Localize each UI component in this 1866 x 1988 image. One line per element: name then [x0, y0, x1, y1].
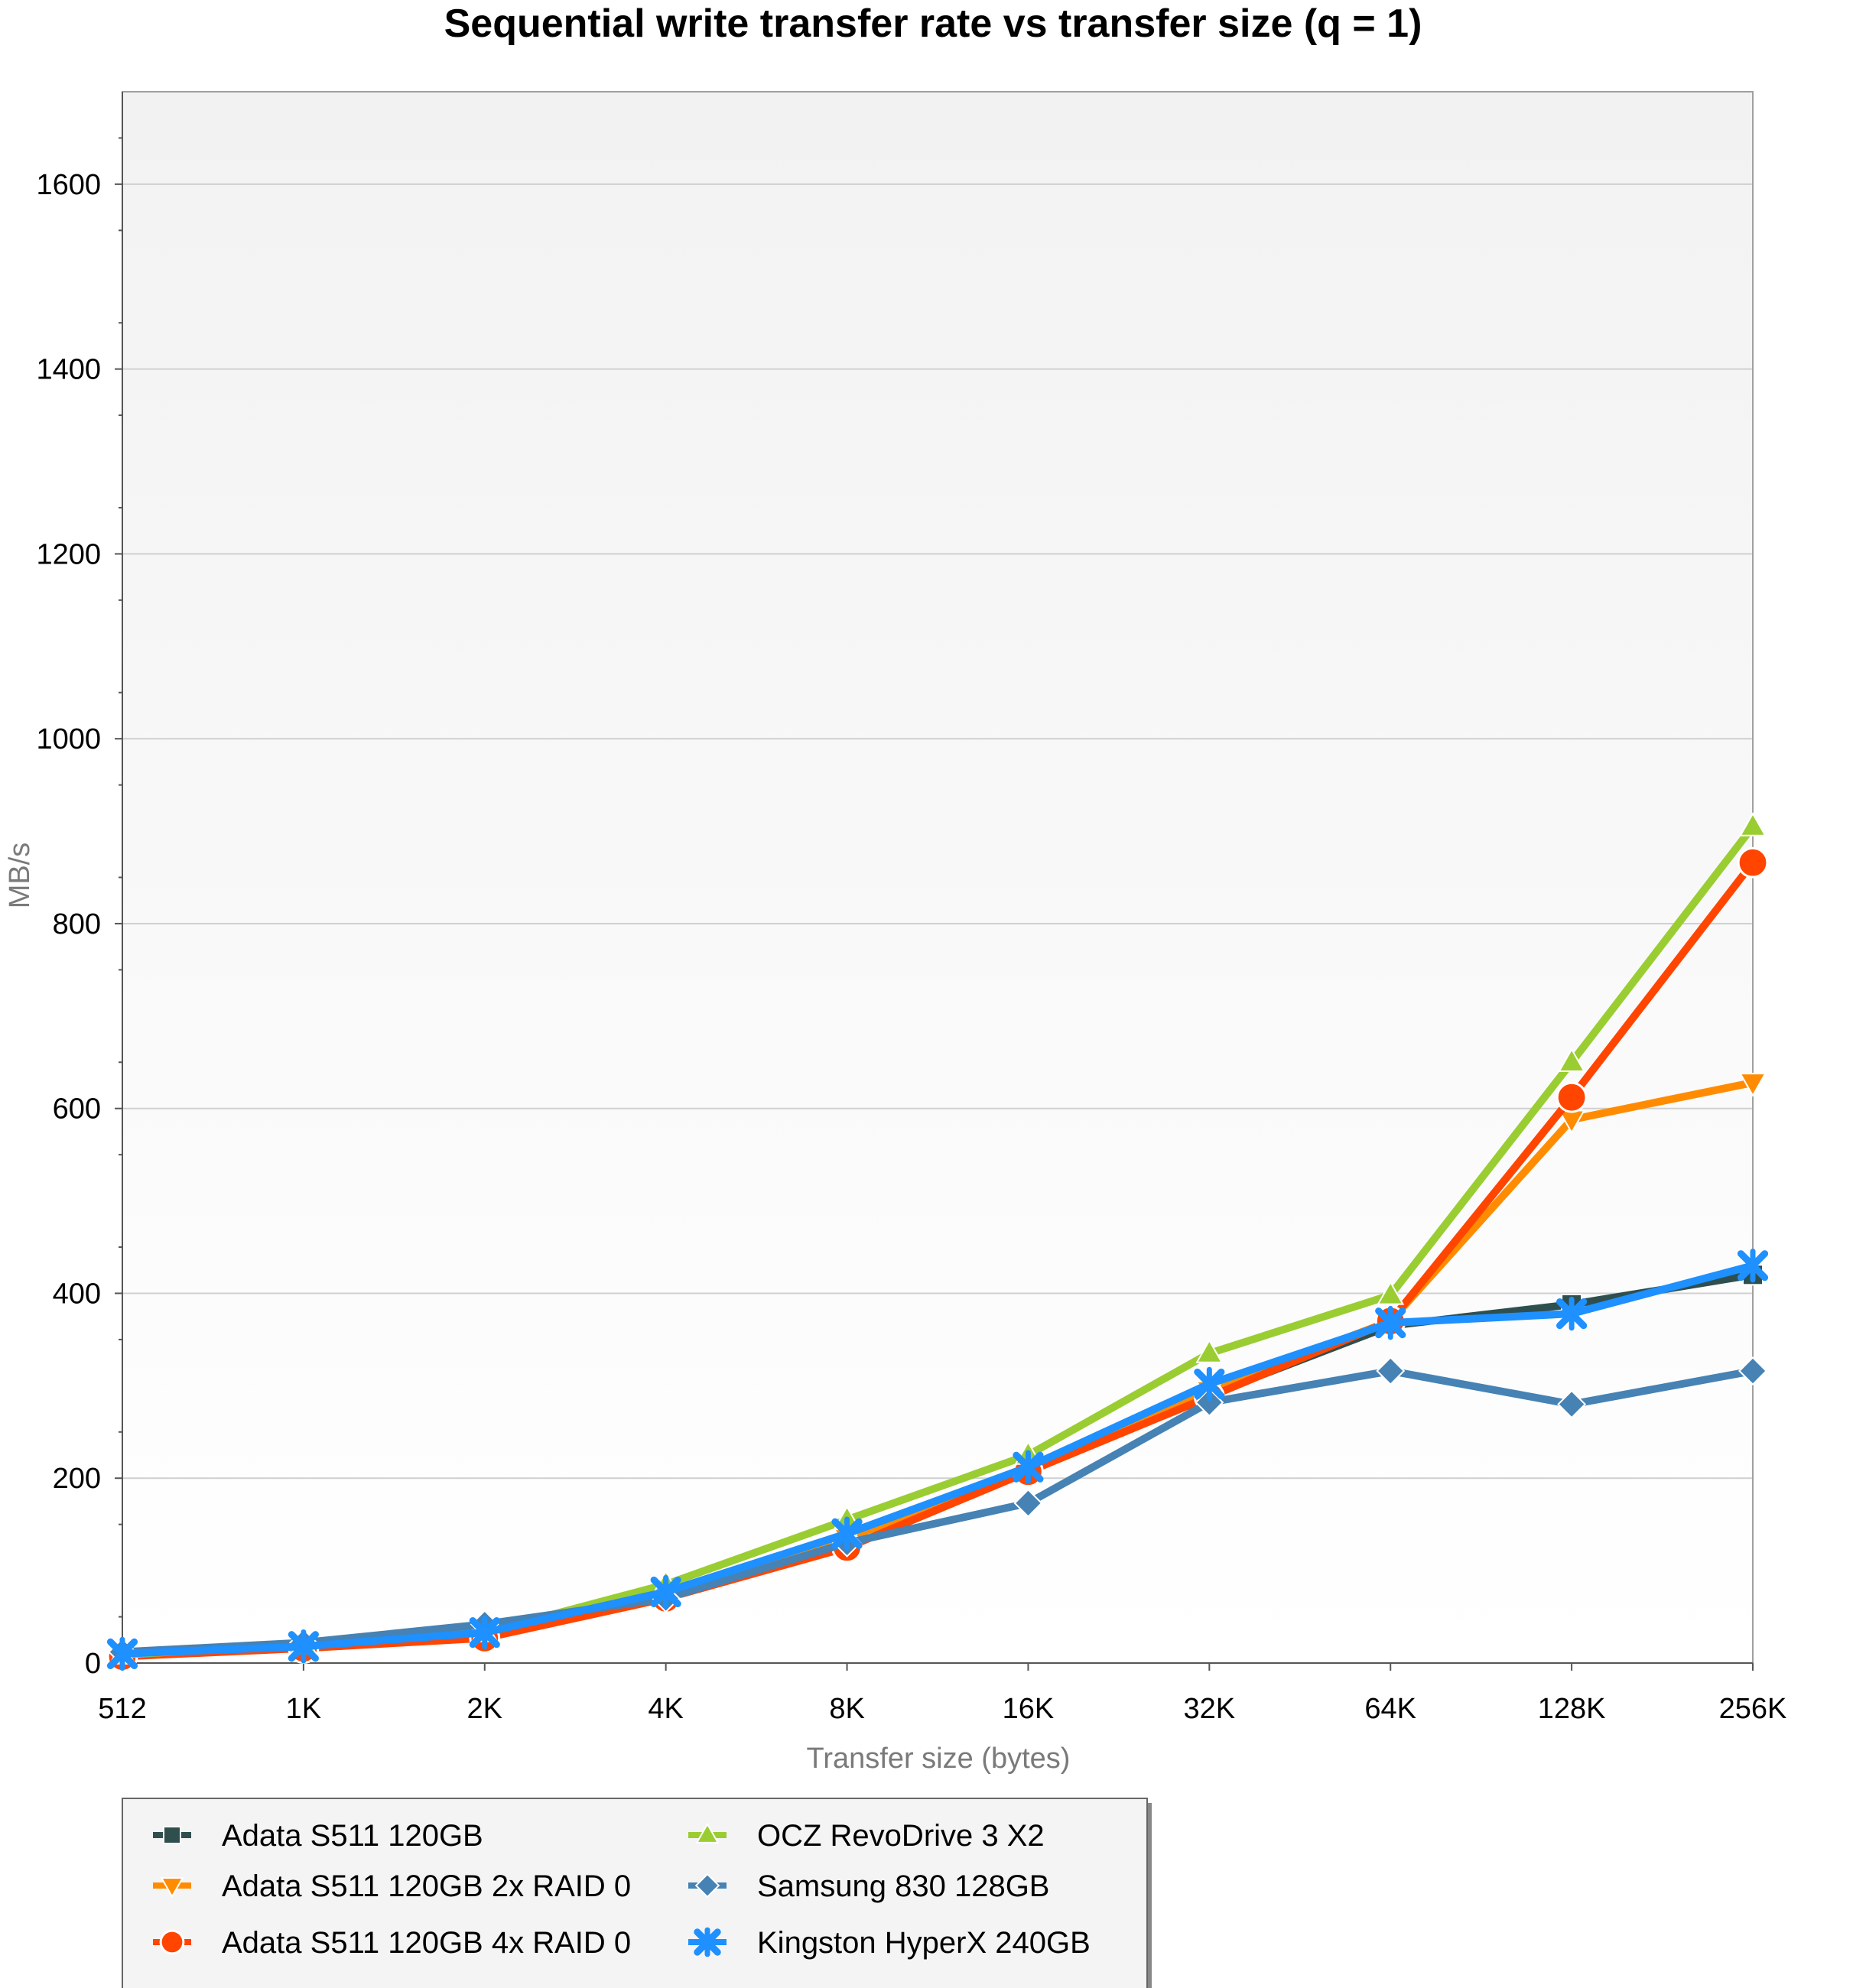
y-tick-label: 800 [53, 908, 101, 940]
x-tick-label: 32K [1184, 1693, 1236, 1725]
x-tick-label: 64K [1364, 1693, 1416, 1725]
series-line [119, 1367, 1757, 1656]
legend-item: Adata S511 120GB [153, 1819, 483, 1853]
legend-marker [695, 1822, 720, 1843]
data-point [1194, 1366, 1225, 1402]
y-tick-label: 1000 [36, 723, 101, 755]
data-point [1556, 1296, 1588, 1331]
legend: Adata S511 120GB Adata S511 120GB 2x RAID… [122, 1798, 1152, 1988]
x-axis-title: Transfer size (bytes) [807, 1743, 1071, 1775]
data-point [469, 1615, 500, 1650]
data-point [831, 1516, 863, 1551]
chart-title: Sequential write transfer rate vs transf… [444, 2, 1422, 46]
x-tick-label: 4K [648, 1693, 683, 1725]
x-tick-label: 8K [829, 1693, 864, 1725]
data-point [650, 1574, 681, 1610]
data-point [1557, 1389, 1587, 1419]
data-point [1013, 1488, 1043, 1518]
data-point [106, 1636, 138, 1671]
data-point [1739, 812, 1767, 836]
data-point [1377, 1280, 1405, 1305]
series-5 [106, 1248, 1769, 1671]
legend-label: Adata S511 120GB [222, 1819, 483, 1853]
data-point [1737, 846, 1769, 879]
legend-label: Kingston HyperX 240GB [757, 1926, 1091, 1960]
y-tick-label: 0 [85, 1648, 101, 1680]
x-tick-label: 128K [1538, 1693, 1606, 1725]
legend-box [122, 1798, 1148, 1988]
data-point [1556, 1081, 1588, 1113]
legend-marker [159, 1929, 185, 1955]
y-tick-label: 1200 [36, 538, 101, 570]
data-point [1558, 1048, 1586, 1072]
series-line [119, 1262, 1757, 1658]
data-point [1195, 1388, 1224, 1418]
data-point [288, 1629, 319, 1664]
x-tick-label: 256K [1719, 1693, 1787, 1725]
y-axis-title: MB/s [4, 843, 36, 909]
data-point [1013, 1450, 1044, 1484]
y-tick-label: 1600 [36, 169, 101, 201]
data-point [1195, 1339, 1224, 1363]
x-tick-label: 16K [1003, 1693, 1055, 1725]
data-point [1376, 1356, 1406, 1385]
data-point [1737, 1248, 1769, 1283]
legend-item: OCZ RevoDrive 3 X2 [688, 1819, 1045, 1853]
legend-item: Samsung 830 128GB [688, 1869, 1049, 1903]
legend-marker [694, 1927, 721, 1957]
legend-label: Samsung 830 128GB [757, 1869, 1049, 1903]
legend-marker [163, 1826, 181, 1844]
legend-item: Kingston HyperX 240GB [688, 1926, 1091, 1960]
legend-item: Adata S511 120GB 4x RAID 0 [153, 1926, 631, 1960]
data-point [1738, 1356, 1767, 1385]
x-tick-label: 2K [467, 1693, 502, 1725]
legend-marker [694, 1873, 720, 1899]
data-point [1739, 1073, 1767, 1097]
y-tick-label: 200 [53, 1463, 101, 1495]
y-tick-label: 600 [53, 1093, 101, 1126]
plot-area: 0 200 400 600 800 1000 1200 1400 1600 512 1K 2K 4K 8K… [36, 91, 1787, 1725]
y-tick-label: 400 [53, 1278, 101, 1310]
legend-label: Adata S511 120GB 2x RAID 0 [222, 1869, 631, 1903]
data-point [1375, 1305, 1406, 1340]
plot-background [122, 92, 1753, 1663]
legend-label: OCZ RevoDrive 3 X2 [757, 1819, 1045, 1853]
x-tick-label: 1K [286, 1693, 321, 1725]
legend-item: Adata S511 120GB 2x RAID 0 [153, 1869, 631, 1903]
legend-label: Adata S511 120GB 4x RAID 0 [222, 1926, 631, 1960]
legend-marker [160, 1877, 184, 1899]
y-tick-label: 1400 [36, 354, 101, 386]
x-tick-label: 512 [98, 1693, 146, 1725]
